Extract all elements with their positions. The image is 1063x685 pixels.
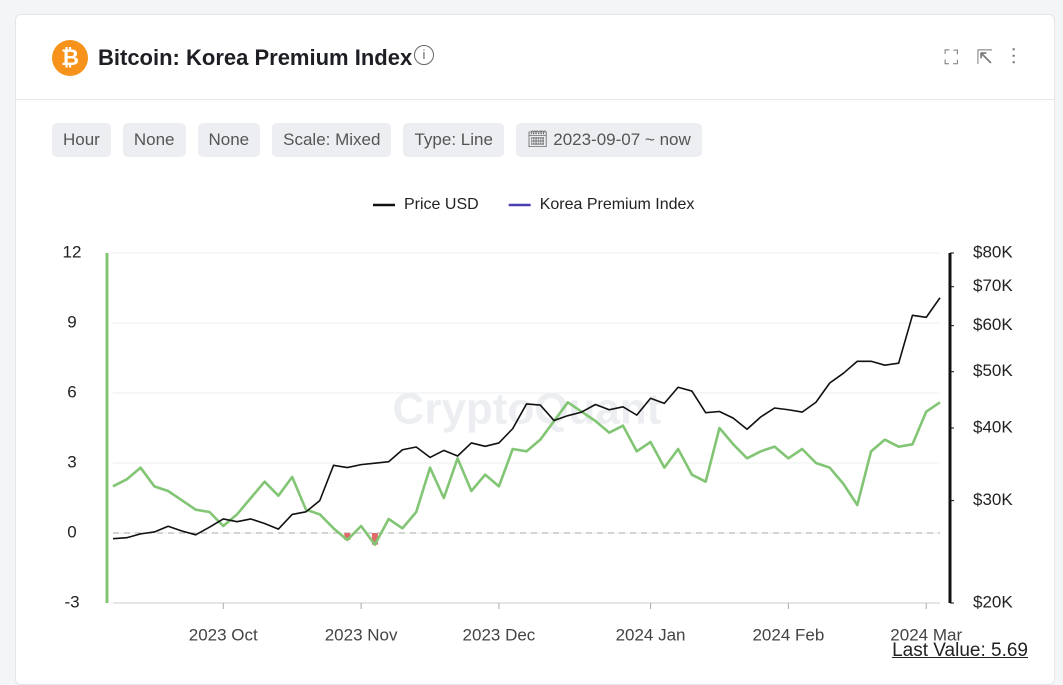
negative-bar xyxy=(344,533,351,540)
y2-tick-label: $60K xyxy=(973,315,1013,334)
series-line xyxy=(112,297,941,540)
card: ₿ Bitcoin: Korea Premium Index i ⛶⇱⋮ Hou… xyxy=(15,14,1055,685)
toolbar-button[interactable]: Hour xyxy=(52,123,111,157)
bitcoin-logo: ₿ xyxy=(52,40,88,76)
x-tick-label: 2023 Nov xyxy=(325,625,398,644)
info-icon[interactable]: i xyxy=(414,45,434,65)
title: Bitcoin: Korea Premium Index xyxy=(98,45,413,70)
toolbar-button[interactable]: None xyxy=(122,123,186,157)
y2-tick-label: $50K xyxy=(973,361,1013,380)
y2-tick-label: $70K xyxy=(973,276,1013,295)
legend-label: Price USD xyxy=(404,196,479,213)
toolbar-button[interactable]: None xyxy=(197,123,261,157)
y-tick-label: 12 xyxy=(63,242,82,261)
x-tick-label: 2024 Mar xyxy=(890,625,962,644)
x-tick-label: 2023 Oct xyxy=(189,625,258,644)
x-tick-label: 2023 Dec xyxy=(463,625,536,644)
y-tick-label: 0 xyxy=(67,522,76,541)
toolbar-button[interactable]: Type: Line xyxy=(403,123,504,157)
x-tick-label: 2024 Jan xyxy=(616,625,686,644)
y2-tick-label: $80K xyxy=(973,242,1013,261)
toolbar: Hour None None Scale: Mixed Type: Line 🗓… xyxy=(52,123,702,157)
y2-tick-label: $20K xyxy=(973,592,1013,611)
y-tick-label: 3 xyxy=(67,452,76,471)
y2-tick-label: $30K xyxy=(973,490,1013,509)
y-tick-label: -3 xyxy=(64,592,79,611)
y-tick-label: 6 xyxy=(67,382,76,401)
date-range-button[interactable]: 🗓 2023-09-07 ~ now xyxy=(515,123,702,157)
last-value[interactable]: Last Value: 5.69 xyxy=(892,640,1028,661)
y2-tick-label: $40K xyxy=(973,417,1013,436)
negative-bar xyxy=(371,533,378,545)
header: ₿ Bitcoin: Korea Premium Index i ⛶⇱⋮ xyxy=(16,15,1054,100)
series-line xyxy=(112,401,941,546)
legend-label: Korea Premium Index xyxy=(540,196,695,213)
y-tick-label: 9 xyxy=(67,312,76,331)
toolbar-button[interactable]: Scale: Mixed xyxy=(272,123,392,157)
date-range: 2023-09-07 ~ now xyxy=(553,130,691,149)
x-tick-label: 2024 Feb xyxy=(752,625,824,644)
header-icons[interactable]: ⛶⇱⋮ xyxy=(944,47,1034,69)
